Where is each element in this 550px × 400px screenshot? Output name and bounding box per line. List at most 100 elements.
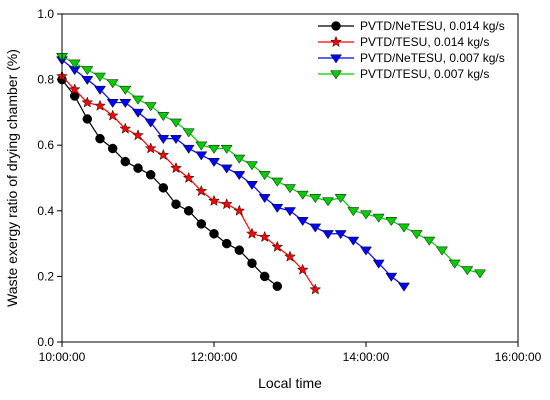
data-point [107,143,118,154]
data-point [360,246,372,256]
series-line [61,59,405,287]
x-axis-title: Local time [258,375,322,391]
data-point [309,283,322,295]
legend-entry: PVTD/NeTESU, 0.007 kg/s [318,51,505,65]
data-point [233,204,246,216]
legend-entry: PVTD/TESU, 0.007 kg/s [318,67,489,81]
data-point [330,35,342,48]
data-point [330,54,342,64]
data-point [461,266,474,276]
data-point [258,230,271,243]
data-point [182,128,195,138]
data-point [94,72,106,82]
data-point [360,210,372,220]
data-point [258,194,271,204]
data-point [334,230,347,240]
data-point [220,198,233,210]
x-tick-label: 16:00:00 [495,350,542,364]
data-point [106,109,119,121]
legend-label: PVTD/NeTESU, 0.007 kg/s [360,51,505,65]
data-point [81,96,94,108]
data-point [436,246,448,256]
series-2 [56,56,410,292]
data-point [132,108,144,118]
data-point [144,142,157,154]
data-point [322,197,334,207]
data-point [221,238,232,249]
data-point [68,59,81,69]
data-point [94,99,106,111]
data-point [398,282,410,292]
legend-entry: PVTD/TESU, 0.014 kg/s [318,35,489,49]
data-point [82,114,93,124]
data-point [372,259,385,269]
y-tick-label: 0.6 [37,138,54,152]
data-point [246,161,258,171]
data-point [474,269,486,279]
data-point [208,194,220,206]
y-tick-label: 0.2 [37,269,54,283]
x-tick-label: 14:00:00 [343,350,390,364]
data-point [271,240,284,252]
data-point [284,207,296,217]
plot-frame [61,13,519,343]
data-point [284,184,296,194]
data-point [246,227,258,239]
data-point [182,171,195,184]
y-tick-label: 0.8 [37,73,54,87]
x-axis: 10:00:00 12:00:00 14:00:00 16:00:00 [39,342,542,364]
data-point [171,199,181,209]
data-point [334,194,347,204]
data-point [81,76,94,86]
data-point [81,66,94,76]
y-tick-label: 1.0 [37,7,54,21]
data-point [119,122,132,134]
data-point [448,259,461,269]
data-point [170,161,182,174]
data-point [106,79,119,89]
data-point [208,144,220,154]
data-point [145,169,156,180]
data-point [233,171,246,181]
data-point [195,151,208,161]
data-point [220,164,233,174]
y-axis: 0.0 0.2 0.4 0.6 0.8 1.0 [37,7,62,349]
data-point [195,184,208,197]
data-point [120,156,131,167]
data-point [209,229,219,239]
data-point [234,245,245,255]
data-point [183,206,194,216]
y-tick-label: 0.0 [37,335,54,349]
data-point [157,135,170,145]
data-point [94,85,106,95]
data-point [157,112,170,122]
legend-label: PVTD/TESU, 0.014 kg/s [360,35,489,49]
y-axis-title: Waste exergy ratio of drying chamber (%) [4,49,20,307]
data-point [309,194,322,204]
data-point [272,281,283,291]
data-point [68,83,81,95]
data-point [247,258,257,269]
legend: PVTD/NeTESU, 0.014 kg/s PVTD/TESU, 0.014 … [318,19,505,81]
data-point [330,70,342,80]
data-point [132,129,144,141]
legend-label: PVTD/NeTESU, 0.014 kg/s [360,19,505,33]
data-point [246,181,258,190]
data-point [331,21,341,31]
data-point [347,207,360,217]
data-point [410,230,423,240]
data-point [385,217,398,227]
data-point [296,190,309,200]
series-line [61,79,278,287]
data-point [132,95,144,105]
data-point [119,99,132,108]
data-point [220,144,233,154]
data-point [271,177,284,187]
data-point [259,271,270,282]
data-point [158,183,169,193]
data-point [347,236,360,246]
data-point [119,85,132,95]
data-point [271,203,284,213]
series-line [61,56,481,274]
